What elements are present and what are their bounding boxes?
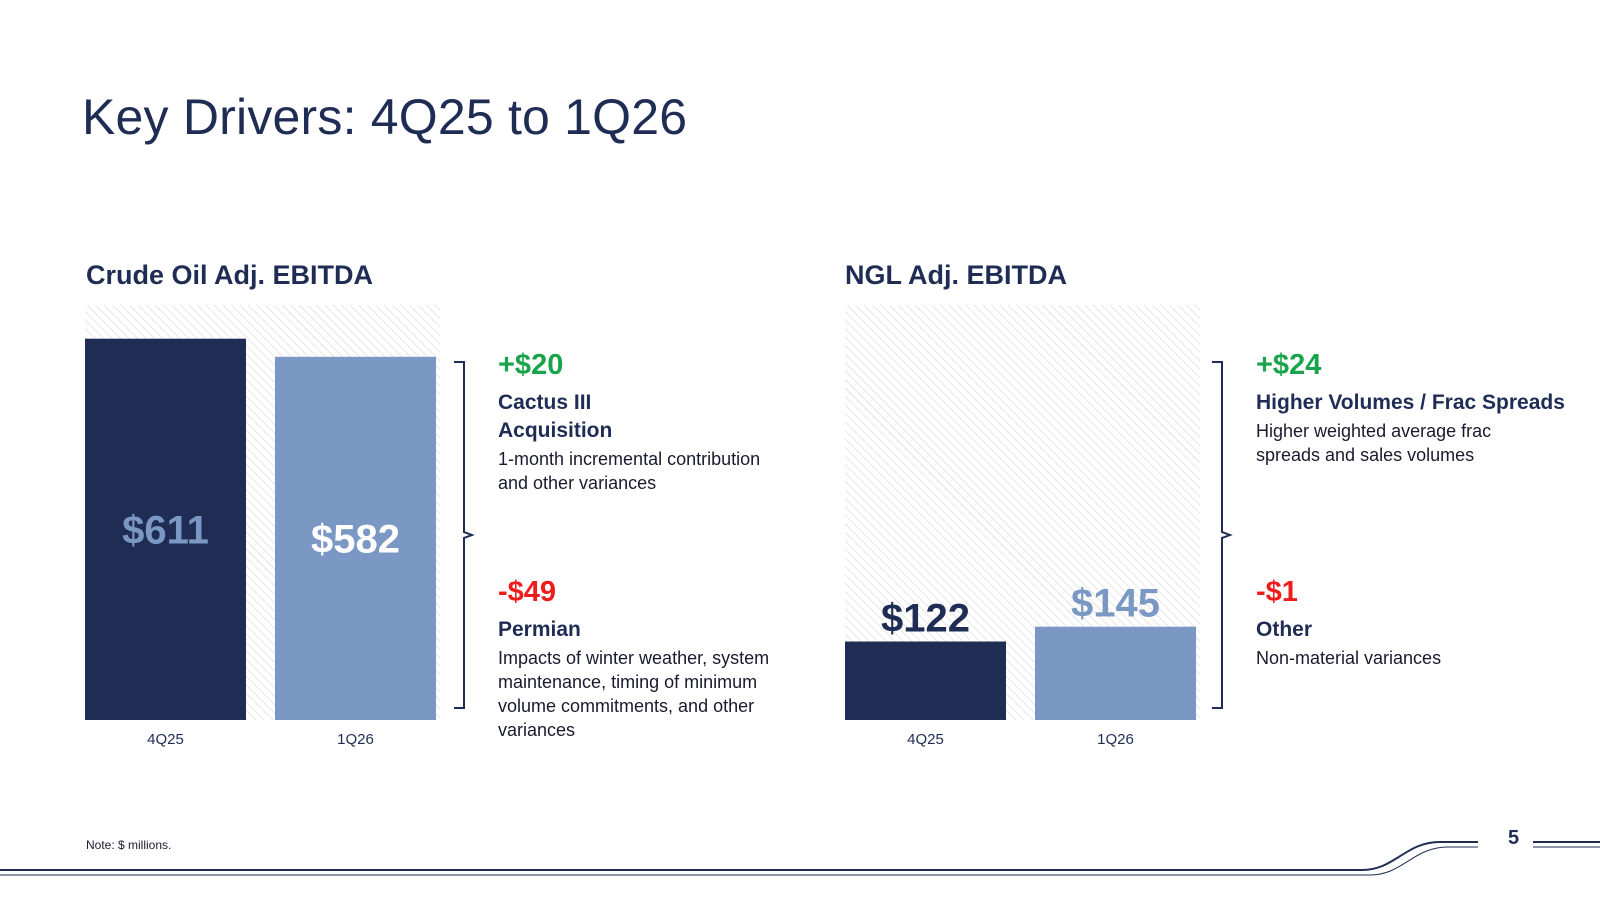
crude-positive-delta: +$20 bbox=[498, 349, 564, 381]
crude-negative-delta: -$49 bbox=[498, 576, 557, 608]
ngl-chart-title: NGL Adj. EBITDA bbox=[845, 260, 1067, 290]
footer-decoration bbox=[0, 841, 1600, 876]
crude-drivers-bracket bbox=[454, 361, 475, 709]
ngl-driver-negative: -$1 Other Non-material variances bbox=[1256, 575, 1586, 670]
crude-category-label-4q25: 4Q25 bbox=[147, 731, 184, 748]
ngl-driver-positive: +$24 Higher Volumes / Frac Spreads Highe… bbox=[1256, 348, 1596, 467]
crude-negative-body: Impacts of winter weather, system mainte… bbox=[498, 648, 770, 740]
ngl-negative-body: Non-material variances bbox=[1256, 648, 1442, 668]
ngl-category-label-4q25: 4Q25 bbox=[907, 731, 944, 748]
footnote: Note: $ millions. bbox=[86, 838, 172, 852]
ngl-drivers-bracket bbox=[1212, 361, 1233, 709]
crude-negative-heading: Permian bbox=[498, 618, 581, 641]
crude-bar-1q26 bbox=[275, 356, 436, 720]
ngl-ebitda-chart: $122 4Q25 $145 1Q26 bbox=[845, 305, 1200, 748]
ngl-category-label-1q26: 1Q26 bbox=[1097, 731, 1134, 748]
page-title: Key Drivers: 4Q25 to 1Q26 bbox=[82, 89, 688, 145]
crude-driver-positive: +$20 Cactus III Acquisition 1-month incr… bbox=[498, 348, 798, 495]
ngl-positive-body: Higher weighted average frac spreads and… bbox=[1256, 421, 1492, 465]
ngl-positive-delta: +$24 bbox=[1256, 349, 1322, 381]
crude-positive-body: 1-month incremental contribution and oth… bbox=[498, 449, 761, 493]
crude-oil-ebitda-chart: $611 4Q25 $582 1Q26 bbox=[85, 305, 440, 748]
crude-category-label-1q26: 1Q26 bbox=[337, 731, 374, 748]
ngl-value-label-1q26: $145 bbox=[1071, 582, 1160, 626]
crude-value-label-4q25: $611 bbox=[122, 508, 209, 552]
crude-value-label-1q26: $582 bbox=[311, 517, 400, 561]
ngl-bar-4q25 bbox=[845, 641, 1006, 720]
ngl-negative-heading: Other bbox=[1256, 618, 1313, 641]
crude-positive-heading: Cactus III Acquisition bbox=[498, 391, 613, 442]
crude-driver-negative: -$49 Permian Impacts of winter weather, … bbox=[498, 575, 798, 742]
ngl-negative-delta: -$1 bbox=[1256, 576, 1298, 608]
ngl-value-label-4q25: $122 bbox=[881, 597, 970, 641]
crude-bar-4q25 bbox=[85, 338, 246, 720]
page-number: 5 bbox=[1508, 827, 1520, 849]
crude-chart-title: Crude Oil Adj. EBITDA bbox=[86, 260, 374, 290]
ngl-bar-1q26 bbox=[1035, 626, 1196, 720]
ngl-positive-heading: Higher Volumes / Frac Spreads bbox=[1256, 391, 1565, 414]
